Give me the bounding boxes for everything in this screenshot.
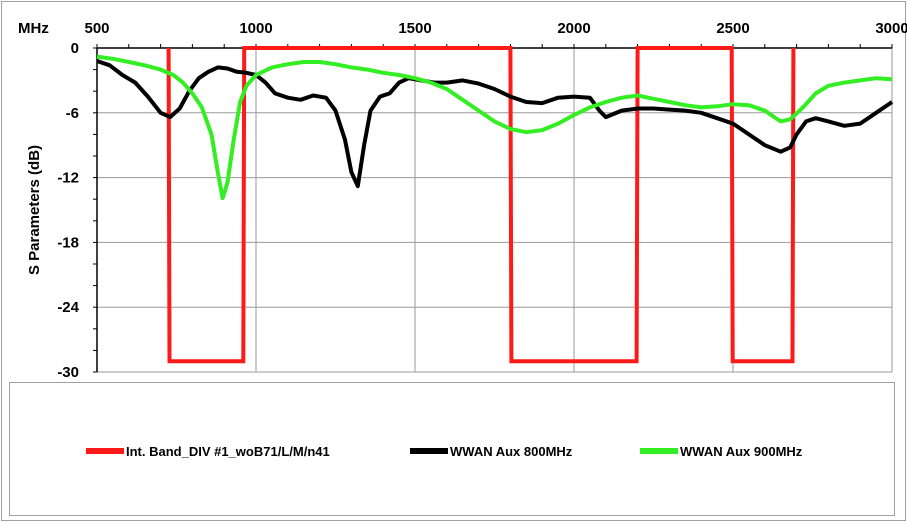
x-tick-label: 2500 [716,20,749,37]
legend-entry-3: WWAN Aux 900MHz [640,444,803,459]
gridlines [97,48,893,373]
legend-entry-2: WWAN Aux 800MHz [410,444,573,459]
band-series-line [166,46,796,364]
y-tick-label: 0 [71,40,79,57]
y-tick-labels: 0 -6 -12 -18 -24 -30 [57,40,79,381]
x-tick-label: 1000 [239,20,272,37]
legend-label-1: Int. Band_DIV #1_woB71/L/M/n41 [126,444,330,459]
legend-box [9,382,895,516]
legend-entry-1: Int. Band_DIV #1_woB71/L/M/n41 [86,444,330,459]
legend: Int. Band_DIV #1_woB71/L/M/n41 WWAN Aux … [9,382,895,516]
y-tick-label: -12 [57,170,79,187]
x-tick-label: 500 [84,20,109,37]
y-tick-label: -18 [57,234,79,251]
x-axis-label: MHz [18,20,49,37]
x-tick-label: 1500 [398,20,431,37]
wwan-aux-900-line [96,54,893,201]
series-layer [96,46,894,364]
x-tick-label: 2000 [557,20,590,37]
y-axis-label: S Parameters (dB) [26,145,43,275]
legend-label-3: WWAN Aux 900MHz [680,444,803,459]
y-tick-label: -30 [57,364,79,381]
legend-label-2: WWAN Aux 800MHz [450,444,573,459]
x-tick-labels: 500 1000 1500 2000 2500 3000 [84,20,907,37]
y-tick-label: -6 [66,105,79,122]
y-tick-label: -24 [57,299,79,316]
x-tick-label: 3000 [875,20,907,37]
